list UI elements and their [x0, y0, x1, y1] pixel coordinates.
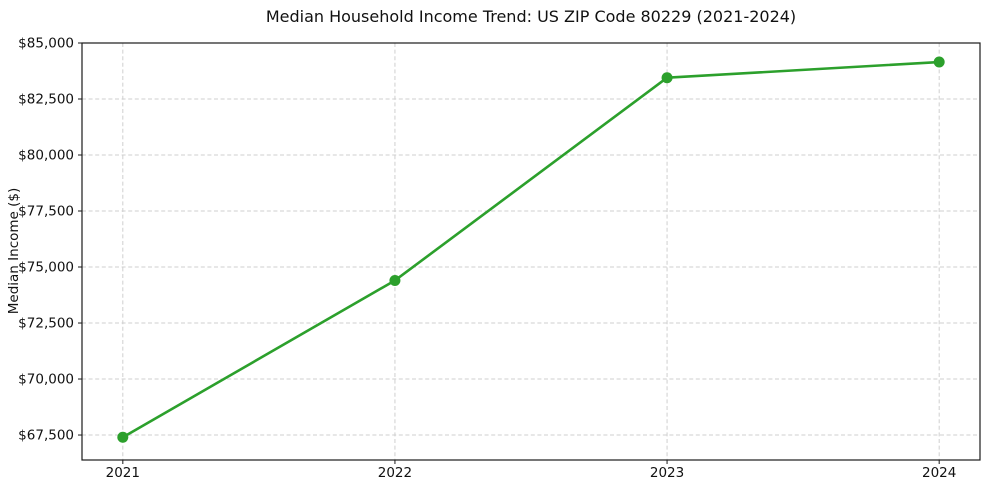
y-tick-label: $85,000	[18, 36, 74, 52]
data-point	[117, 431, 129, 443]
chart-title: Median Household Income Trend: US ZIP Co…	[265, 7, 797, 26]
plot-border	[81, 42, 981, 461]
y-tick-label: $80,000	[18, 148, 74, 164]
data-point	[389, 274, 401, 286]
trend-line	[121, 60, 941, 439]
y-tick-label: $70,000	[18, 372, 74, 388]
y-tick-label: $75,000	[18, 260, 74, 276]
x-tick-label: 2024	[922, 465, 956, 481]
y-tick-label: $72,500	[18, 316, 74, 332]
y-tick-label: $82,500	[18, 92, 74, 108]
y-tick-label: $77,500	[18, 204, 74, 220]
x-tick-label: 2021	[106, 465, 140, 481]
x-tick-label: 2022	[378, 465, 412, 481]
x-tick-label: 2023	[650, 465, 684, 481]
data-point	[661, 72, 673, 84]
y-tick-label: $67,500	[18, 428, 74, 444]
data-point	[933, 56, 945, 68]
